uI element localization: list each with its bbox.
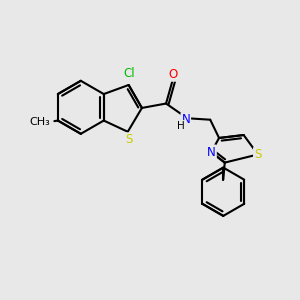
Text: H: H bbox=[177, 121, 184, 130]
Text: O: O bbox=[168, 68, 177, 81]
Text: S: S bbox=[126, 134, 133, 146]
Text: N: N bbox=[182, 113, 190, 126]
Text: N: N bbox=[207, 146, 216, 159]
Text: S: S bbox=[254, 148, 262, 161]
Text: CH₃: CH₃ bbox=[29, 117, 50, 127]
Text: Cl: Cl bbox=[123, 67, 135, 80]
